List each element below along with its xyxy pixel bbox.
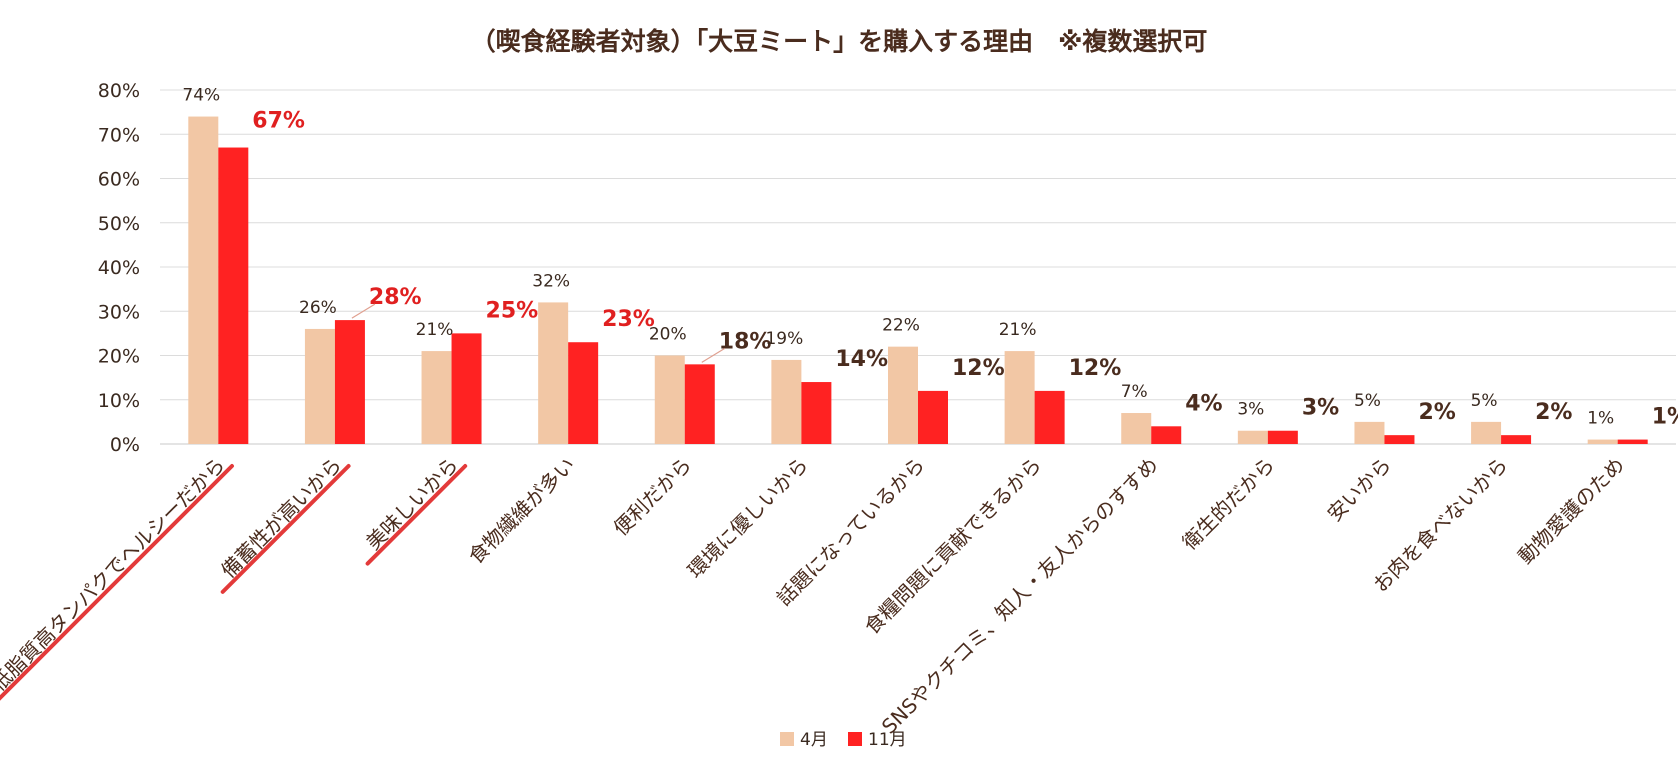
y-tick-label: 40% xyxy=(98,257,140,279)
bar-april xyxy=(1471,421,1502,444)
category-underline xyxy=(220,464,351,594)
y-tick-label: 20% xyxy=(98,346,140,368)
y-tick-label: 0% xyxy=(110,434,140,456)
data-label-november: 18% xyxy=(719,329,772,354)
data-label-april: 1% xyxy=(1587,409,1614,429)
data-label-november: 1% xyxy=(1652,405,1678,430)
data-label-april: 7% xyxy=(1121,382,1148,402)
bar-november xyxy=(451,333,482,444)
y-tick-label: 50% xyxy=(98,213,140,235)
bar-november xyxy=(801,382,832,444)
bar-april xyxy=(771,359,802,444)
y-tick-label: 10% xyxy=(98,390,140,412)
category-label: 安いから xyxy=(1322,453,1396,527)
bar-april xyxy=(188,116,219,445)
bar-april xyxy=(304,328,335,444)
legend-label: 11月 xyxy=(868,730,907,750)
data-label-april: 19% xyxy=(765,329,803,349)
data-label-april: 22% xyxy=(882,316,920,336)
data-label-april: 26% xyxy=(299,298,337,318)
data-label-november: 25% xyxy=(486,298,539,323)
y-tick-label: 60% xyxy=(98,169,140,191)
bar-november xyxy=(1384,435,1415,444)
data-label-november: 2% xyxy=(1418,400,1455,425)
data-label-april: 21% xyxy=(416,320,454,340)
data-label-april: 21% xyxy=(999,320,1037,340)
bar-november xyxy=(1151,426,1182,444)
bar-november xyxy=(334,320,365,444)
bar-april xyxy=(1237,430,1268,444)
category-label: 環境に優しいから xyxy=(683,453,813,583)
data-label-november: 3% xyxy=(1302,396,1339,421)
bar-april xyxy=(421,351,452,444)
bar-november xyxy=(918,390,948,444)
bar-april xyxy=(888,346,918,444)
leader-line xyxy=(351,303,376,319)
y-tick-label: 80% xyxy=(98,80,140,102)
y-tick-label: 30% xyxy=(98,301,140,323)
data-label-november: 28% xyxy=(369,285,422,310)
category-label: 動物愛護のため xyxy=(1513,453,1629,569)
bar-november xyxy=(1617,439,1648,444)
bar-november xyxy=(568,342,599,444)
category-underline xyxy=(365,463,468,566)
bar-april xyxy=(1121,413,1152,444)
chart-title: （喫食経験者対象）「大豆ミート」を購入する理由 ※複数選択可 xyxy=(471,27,1208,56)
data-label-november: 23% xyxy=(602,307,655,332)
category-label: 低脂質高タンパクでヘルシーだから xyxy=(0,453,230,696)
data-label-april: 20% xyxy=(649,325,687,345)
category-label: 食物繊維が多い xyxy=(464,453,580,569)
bar-april xyxy=(654,355,685,444)
data-label-november: 67% xyxy=(252,109,305,134)
category-label: 備蓄性が高いから xyxy=(216,453,346,583)
data-label-april: 5% xyxy=(1471,391,1498,411)
bar-november xyxy=(1034,390,1065,444)
data-label-april: 5% xyxy=(1354,391,1381,411)
bar-november xyxy=(1267,430,1298,444)
data-label-april: 3% xyxy=(1237,400,1264,420)
data-label-november: 4% xyxy=(1185,391,1222,416)
leader-line xyxy=(701,347,726,363)
legend-swatch xyxy=(780,732,794,746)
legend-label: 4月 xyxy=(800,730,828,750)
bar-november xyxy=(218,147,249,444)
data-label-november: 12% xyxy=(952,356,1005,381)
category-underline xyxy=(0,464,234,708)
category-label: 衛生的だから xyxy=(1178,453,1280,555)
bar-april xyxy=(538,302,569,444)
bar-november xyxy=(684,364,715,444)
legend-swatch xyxy=(848,732,862,746)
data-label-april: 32% xyxy=(532,271,570,291)
data-label-november: 14% xyxy=(835,347,888,372)
bar-april xyxy=(1004,351,1035,444)
data-label-november: 2% xyxy=(1535,400,1572,425)
category-label: 便利だから xyxy=(609,453,697,541)
bar-april xyxy=(1587,439,1618,444)
data-label-november: 12% xyxy=(1069,356,1122,381)
bar-april xyxy=(1354,421,1385,444)
category-label: 美味しいから xyxy=(361,453,463,555)
bar-november xyxy=(1501,435,1532,444)
data-label-april: 74% xyxy=(182,86,220,106)
y-tick-label: 70% xyxy=(98,124,140,146)
